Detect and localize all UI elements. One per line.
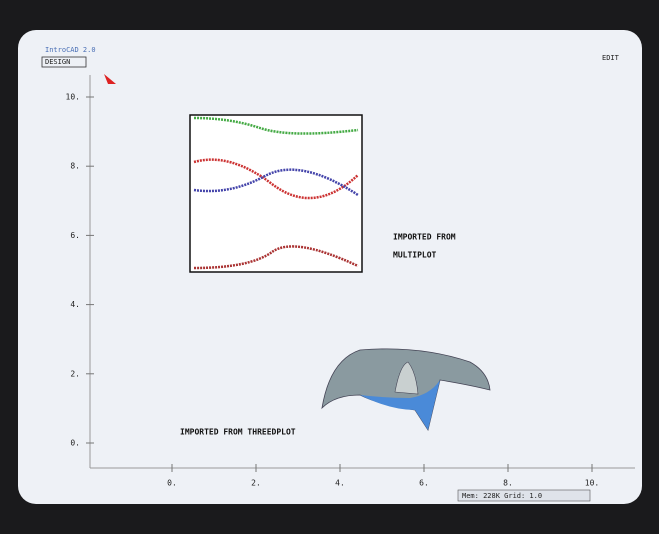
menu-item[interactable]: EDIT	[602, 54, 620, 62]
x-tick-label: 4.	[335, 479, 345, 488]
y-tick-label: 0.	[70, 439, 80, 448]
y-tick-label: 4.	[70, 300, 80, 309]
y-tick-label: 2.	[70, 369, 80, 378]
status-text: Mem: 228K Grid: 1.0	[462, 492, 542, 500]
y-tick-label: 6.	[70, 231, 80, 240]
menu-item[interactable]: DESIGN	[45, 58, 70, 66]
annotation: MULTIPLOT	[393, 251, 437, 260]
x-tick-label: 10.	[585, 479, 599, 488]
screen: IntroCAD 2.0 DESIGN EDIT 10. 8. 6. 4. 2. 0. 0.…	[0, 0, 659, 534]
app-title: IntroCAD 2.0	[45, 46, 96, 54]
x-tick-label: 6.	[419, 479, 429, 488]
y-tick-label: 8.	[70, 162, 80, 171]
y-tick-label: 10.	[66, 93, 80, 102]
x-tick-label: 8.	[503, 479, 513, 488]
annotation: IMPORTED FROM THREEDPLOT	[180, 428, 296, 437]
annotation: IMPORTED FROM	[393, 233, 456, 242]
x-tick-label: 2.	[251, 479, 261, 488]
x-tick-label: 0.	[167, 479, 177, 488]
